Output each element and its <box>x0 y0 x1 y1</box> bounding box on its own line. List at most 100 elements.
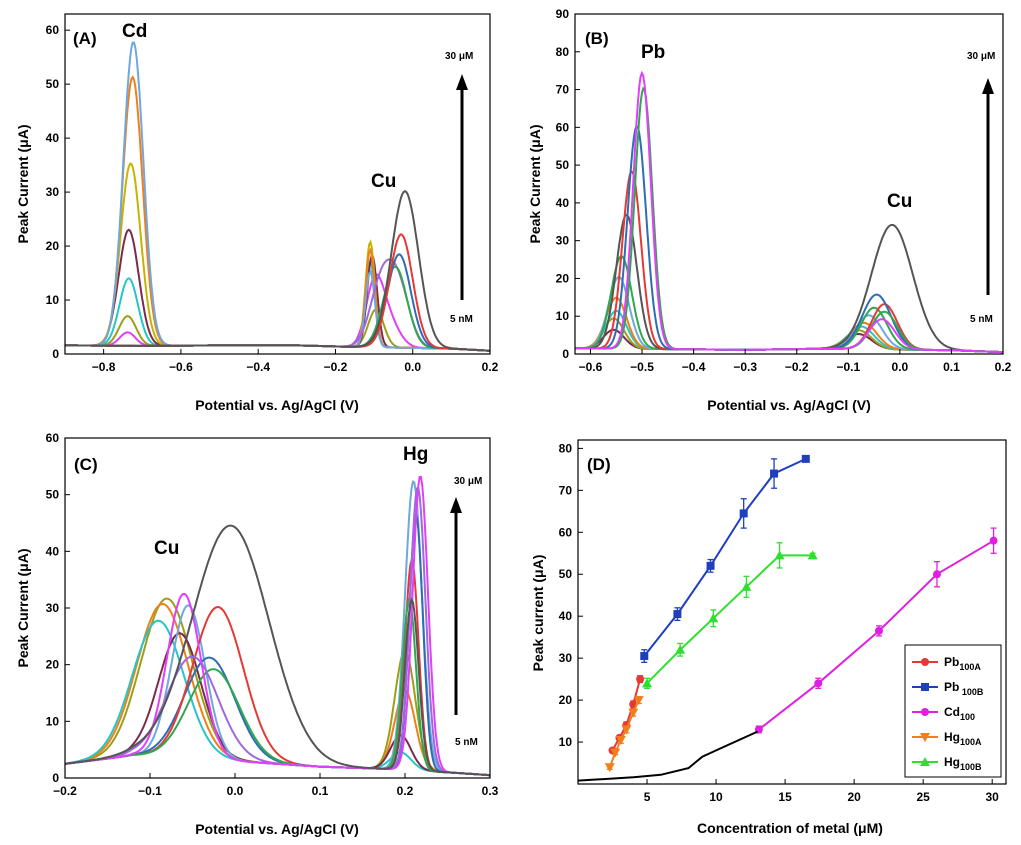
x-tick-label: −0.4 <box>682 360 706 374</box>
legend-marker <box>921 683 929 691</box>
voltammogram-series-7 <box>575 213 1003 354</box>
panel-d: 5 10 15 20 25 30 10 20 30 40 50 60 70 80 (D) Concentr… <box>530 439 1007 836</box>
y-tick-label: 60 <box>46 431 60 445</box>
voltammogram-series-12 <box>65 190 491 352</box>
y-tick-label: 50 <box>556 158 570 172</box>
data-point <box>706 561 715 570</box>
calibration-series-3 <box>754 527 998 734</box>
y-tick-label: 80 <box>556 45 570 59</box>
arrow-label-top: 30 μM <box>445 51 473 62</box>
y-tick-label: 10 <box>556 309 570 323</box>
y-tick-label: 50 <box>46 77 60 91</box>
y-tick-label: 60 <box>556 120 570 134</box>
calibration-series-4 <box>604 696 644 773</box>
x-tick-label: −0.1 <box>138 784 162 798</box>
x-tick-label: −0.1 <box>836 360 860 374</box>
y-axis-label-a: Peak Current (μA) <box>15 124 31 243</box>
data-point <box>636 675 645 684</box>
x-axis-label-d: Concentration of metal (μM) <box>697 820 883 836</box>
legend: Pb100A Pb 100B Cd100 Hg100A Hg100B <box>904 644 1002 778</box>
data-point <box>989 536 998 545</box>
legend-marker <box>920 757 930 766</box>
peak-label-cd: Cd <box>122 21 147 42</box>
x-tick-label: 10 <box>709 790 723 804</box>
data-point <box>615 735 626 745</box>
panel-label-c: (C) <box>74 455 98 474</box>
legend-entry: Hg100A <box>944 730 982 747</box>
x-tick-label: 30 <box>986 790 1000 804</box>
data-point <box>739 509 748 518</box>
y-tick-label: 30 <box>46 601 60 615</box>
y-tick-label: 70 <box>556 83 570 97</box>
legend-entry: Hg100B <box>944 755 982 772</box>
x-tick-label: 0.0 <box>227 784 244 798</box>
concentration-arrow-head <box>450 497 462 513</box>
data-point <box>874 626 883 635</box>
x-tick-label: −0.2 <box>53 784 77 798</box>
y-tick-label: 10 <box>46 714 60 728</box>
y-tick-label: 60 <box>559 525 573 539</box>
y-tick-label: 40 <box>559 609 573 623</box>
y-tick-label: 20 <box>46 239 60 253</box>
x-tick-label: 0.3 <box>482 784 499 798</box>
concentration-arrow-head <box>456 74 468 90</box>
x-tick-label: −0.3 <box>733 360 757 374</box>
data-point <box>801 454 810 463</box>
calibration-line <box>646 554 813 685</box>
arrow-label-top: 30 μM <box>454 476 482 487</box>
peak-label-cu: Cu <box>887 191 912 212</box>
x-tick-label: −0.2 <box>785 360 809 374</box>
y-tick-label: 40 <box>46 131 60 145</box>
y-tick-label: 20 <box>559 693 573 707</box>
y-tick-label: 10 <box>559 735 573 749</box>
y-tick-label: 50 <box>559 567 573 581</box>
y-tick-label: 20 <box>556 271 570 285</box>
y-tick-label: 30 <box>46 185 60 199</box>
data-point <box>770 469 779 478</box>
x-tick-label: 0.2 <box>482 360 499 374</box>
y-axis-label-d: Peak current (μA) <box>530 555 546 672</box>
data-point <box>741 581 752 591</box>
arrow-label-top: 30 μM <box>967 51 995 62</box>
panel-b: −0.6 −0.5 −0.4 −0.3 −0.2 −0.1 0.0 0.1 0.2 0 10 20 30… <box>527 7 1012 413</box>
y-tick-label: 50 <box>46 488 60 502</box>
legend-marker <box>921 658 929 666</box>
x-axis-label-c: Potential vs. Ag/AgCl (V) <box>195 821 359 837</box>
arrow-label-bottom: 5 nM <box>450 314 473 325</box>
data-point <box>814 679 823 688</box>
calibration-line <box>577 730 758 782</box>
panel-c: −0.2 −0.1 0.0 0.1 0.2 0.3 0 10 20 30 40 50 60 (C) Hg… <box>15 431 499 837</box>
data-point <box>774 550 785 560</box>
y-tick-label: 70 <box>559 483 573 497</box>
data-point <box>640 652 649 661</box>
x-tick-label: 25 <box>916 790 930 804</box>
voltammogram-series-6 <box>65 75 491 352</box>
voltammogram-series-2 <box>575 317 1003 354</box>
x-tick-label: −0.5 <box>630 360 654 374</box>
x-axis-label-b: Potential vs. Ag/AgCl (V) <box>707 397 871 413</box>
arrow-label-bottom: 5 nM <box>970 314 993 325</box>
x-tick-label: 0.0 <box>892 360 909 374</box>
x-tick-label: 5 <box>644 790 651 804</box>
legend-entry: Pb100A <box>944 655 981 672</box>
x-axis-label-a: Potential vs. Ag/AgCl (V) <box>195 397 359 413</box>
data-point <box>628 708 639 718</box>
data-point <box>604 763 615 773</box>
calibration-series-1 <box>608 675 645 755</box>
legend-entry: Pb 100B <box>944 680 984 697</box>
voltammogram-series-8 <box>64 597 491 777</box>
x-tick-label: 0.0 <box>404 360 421 374</box>
panel-label-a: (A) <box>73 29 97 48</box>
y-tick-label: 0 <box>52 771 59 785</box>
legend-marker <box>920 733 930 742</box>
x-tick-label: 0.2 <box>397 784 414 798</box>
calibration-series-6 <box>577 730 758 782</box>
y-tick-label: 40 <box>46 544 60 558</box>
y-axis-label-b: Peak Current (μA) <box>527 124 543 243</box>
x-tick-label: 15 <box>778 790 792 804</box>
voltammogram-series-9 <box>64 486 491 777</box>
data-point <box>708 613 719 623</box>
x-tick-label: −0.6 <box>169 360 193 374</box>
y-tick-label: 0 <box>562 347 569 361</box>
